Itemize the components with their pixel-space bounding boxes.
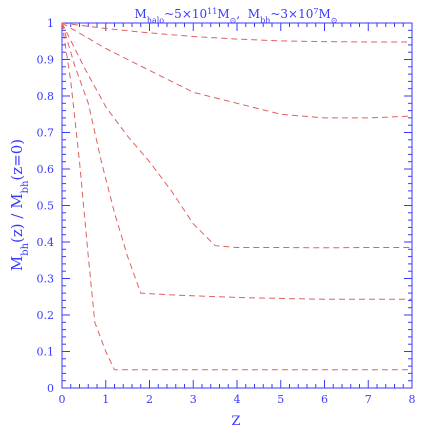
y-tick-label: 0.9 xyxy=(37,54,55,67)
series-line-5 xyxy=(61,22,412,371)
y-tick-label: 0.3 xyxy=(37,273,55,286)
x-tick-label: 5 xyxy=(277,393,284,406)
y-tick-label: 0.7 xyxy=(37,127,55,140)
y-tick-label: 0 xyxy=(47,382,54,395)
y-tick-label: 0.5 xyxy=(37,200,55,213)
x-tick-label: 3 xyxy=(190,393,197,406)
y-tick-label: 0.1 xyxy=(37,346,55,359)
x-tick-label: 0 xyxy=(59,393,66,406)
y-tick-label: 0.2 xyxy=(37,309,55,322)
plot-area: 0 1 2 3 4 5 6 7 8 0 0.1 0.2 0.3 0.4 0.5 0.6 0.7 0.8 0.9 1 xyxy=(37,17,416,406)
y-axis-title: Mbh(z) / Mbh(z=0) xyxy=(8,139,31,271)
series-line-4 xyxy=(61,22,412,300)
series-line-1 xyxy=(61,22,412,43)
y-tick-label: 0.8 xyxy=(37,90,55,103)
x-tick-label: 1 xyxy=(102,393,109,406)
series-line-2 xyxy=(61,22,413,119)
x-tick-label: 6 xyxy=(321,393,328,406)
series-line-3 xyxy=(61,22,412,249)
x-tick-label: 4 xyxy=(234,393,241,406)
x-tick-label: 2 xyxy=(146,393,153,406)
x-tick-label: 7 xyxy=(365,393,372,406)
y-tick-label: 0.6 xyxy=(37,163,55,176)
x-axis-title: Z xyxy=(231,414,240,429)
y-tick-label: 0.4 xyxy=(37,236,55,249)
chart-title: Mhalo~5×1011M⊙, Mbh~3×107M⊙ xyxy=(135,7,338,25)
y-tick-label: 1 xyxy=(47,17,54,30)
plot-frame xyxy=(61,22,413,389)
x-tick-label: 8 xyxy=(409,393,416,406)
